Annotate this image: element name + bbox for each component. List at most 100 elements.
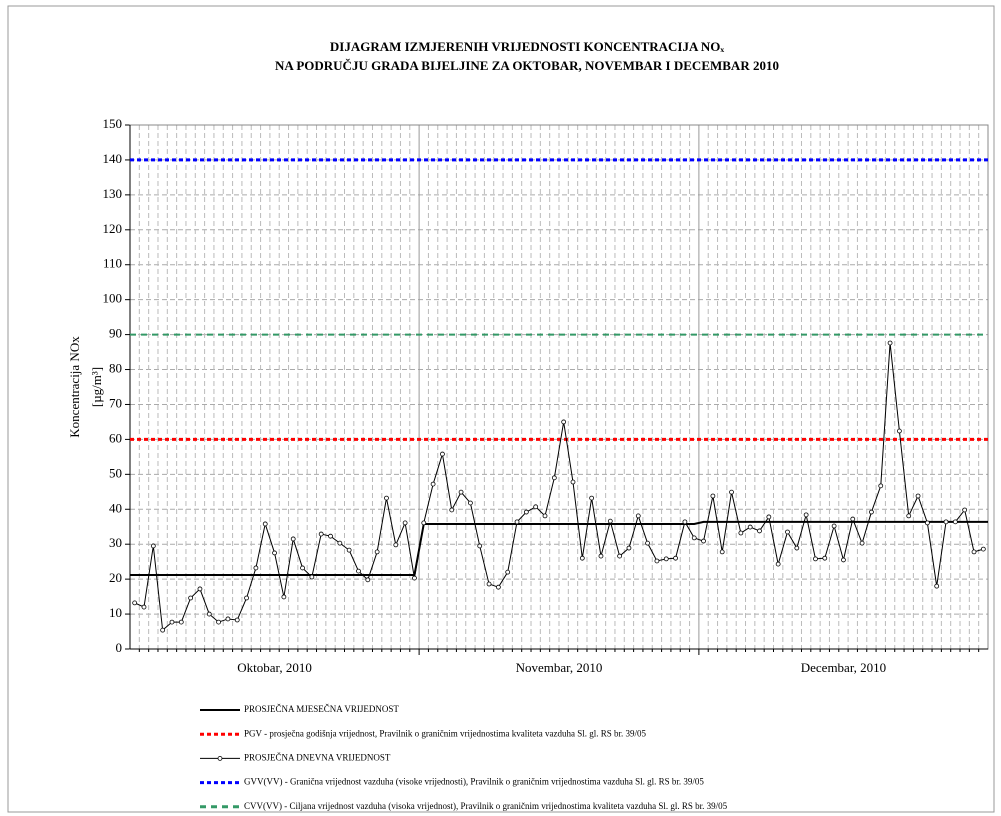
chart-title: DIJAGRAM IZMJERENIH VRIJEDNOSTI KONCENTR… — [330, 39, 725, 54]
daily-marker — [160, 627, 166, 633]
x-tick-label: Oktobar, 2010 — [237, 660, 312, 675]
y-tick-label: 40 — [109, 500, 122, 515]
chart-title: NA PODRUČJU GRADA BIJELJINE ZA OKTOBAR, … — [275, 58, 779, 73]
daily-marker — [290, 536, 296, 542]
daily-line — [134, 342, 984, 632]
y-tick-label: 50 — [109, 465, 122, 480]
y-tick-label: 30 — [109, 535, 122, 550]
daily-marker — [468, 500, 473, 506]
daily-marker — [869, 509, 874, 515]
daily-marker — [645, 540, 650, 546]
y-tick-label: 90 — [109, 326, 122, 341]
daily-marker — [785, 529, 790, 535]
daily-marker — [617, 553, 623, 559]
daily-marker — [738, 530, 744, 536]
daily-marker — [244, 595, 249, 601]
y-tick-label: 150 — [103, 116, 123, 131]
daily-marker — [626, 545, 632, 551]
daily-marker — [542, 513, 548, 519]
daily-marker — [458, 489, 464, 495]
x-tick-label: Novembar, 2010 — [516, 660, 603, 675]
daily-marker — [337, 540, 343, 546]
daily-marker — [300, 565, 305, 571]
daily-marker — [729, 489, 734, 495]
daily-marker — [421, 520, 427, 526]
daily-marker — [943, 519, 949, 525]
legend-marker — [217, 756, 223, 761]
daily-marker — [710, 493, 716, 499]
daily-marker — [206, 611, 212, 617]
daily-marker — [794, 545, 800, 551]
daily-marker — [691, 535, 697, 541]
daily-marker — [897, 428, 902, 434]
y-axis-label: Koncentracija NOx — [67, 336, 82, 438]
daily-marker — [440, 451, 445, 457]
y-tick-label: 110 — [103, 256, 122, 271]
daily-marker — [412, 575, 417, 581]
daily-marker — [188, 595, 194, 601]
daily-marker — [859, 540, 865, 546]
daily-marker — [561, 419, 567, 425]
daily-marker — [309, 574, 315, 580]
daily-marker — [430, 481, 436, 487]
daily-marker — [980, 546, 986, 552]
legend-label: CVV(VV) - Ciljana vrijednost vazduha (vi… — [244, 801, 728, 811]
daily-marker — [234, 617, 240, 623]
daily-marker — [952, 519, 958, 525]
daily-marker — [356, 568, 361, 574]
daily-marker — [747, 524, 753, 530]
legend-label: GVV(VV) - Granična vrijednost vazduha (v… — [244, 777, 704, 787]
daily-marker — [813, 556, 818, 562]
daily-marker — [505, 569, 511, 575]
daily-marker — [262, 521, 268, 527]
y-tick-label: 130 — [103, 186, 123, 201]
daily-marker — [495, 584, 501, 590]
y-tick-label: 80 — [109, 361, 122, 376]
daily-marker — [701, 538, 706, 544]
daily-marker — [887, 340, 893, 346]
daily-marker — [850, 516, 856, 522]
daily-marker — [673, 555, 678, 561]
y-axis-label: [µg/m³] — [89, 367, 104, 407]
daily-marker — [132, 600, 138, 606]
y-tick-label: 20 — [109, 570, 122, 585]
daily-marker — [757, 528, 762, 534]
monthly-mean-line — [130, 520, 988, 576]
daily-marker — [719, 549, 725, 555]
daily-marker — [393, 542, 399, 548]
daily-marker — [551, 475, 557, 481]
daily-marker — [803, 512, 809, 518]
daily-marker — [906, 513, 912, 519]
daily-marker — [253, 565, 259, 571]
daily-marker — [841, 557, 846, 563]
y-tick-label: 140 — [103, 151, 123, 166]
y-tick-label: 60 — [109, 430, 122, 445]
daily-marker — [272, 550, 277, 556]
y-tick-label: 100 — [103, 291, 123, 306]
daily-marker — [150, 543, 156, 549]
daily-marker — [384, 495, 389, 501]
daily-marker — [281, 594, 287, 600]
daily-marker — [216, 619, 221, 625]
legend-label: PROSJEČNA MJESEČNA VRIJEDNOST — [244, 704, 399, 714]
daily-marker — [514, 519, 520, 525]
daily-marker — [486, 581, 492, 587]
chart-frame — [7, 5, 995, 813]
daily-marker — [924, 520, 930, 526]
daily-marker — [775, 561, 781, 567]
daily-marker — [822, 555, 828, 561]
daily-marker — [589, 495, 595, 501]
daily-marker — [533, 504, 539, 510]
daily-marker — [682, 519, 688, 525]
daily-marker — [328, 533, 333, 539]
y-tick-label: 0 — [116, 640, 123, 655]
daily-marker — [141, 604, 147, 610]
legend-label: PROSJEČNA DNEVNA VRIJEDNOST — [244, 752, 391, 762]
daily-marker — [169, 619, 175, 625]
daily-marker — [197, 586, 203, 592]
legend-label: PGV - prosječna godišnja vrijednost, Pra… — [244, 728, 647, 738]
daily-marker — [607, 518, 613, 524]
daily-marker — [878, 483, 884, 489]
daily-marker — [178, 619, 184, 625]
daily-marker — [346, 547, 352, 553]
